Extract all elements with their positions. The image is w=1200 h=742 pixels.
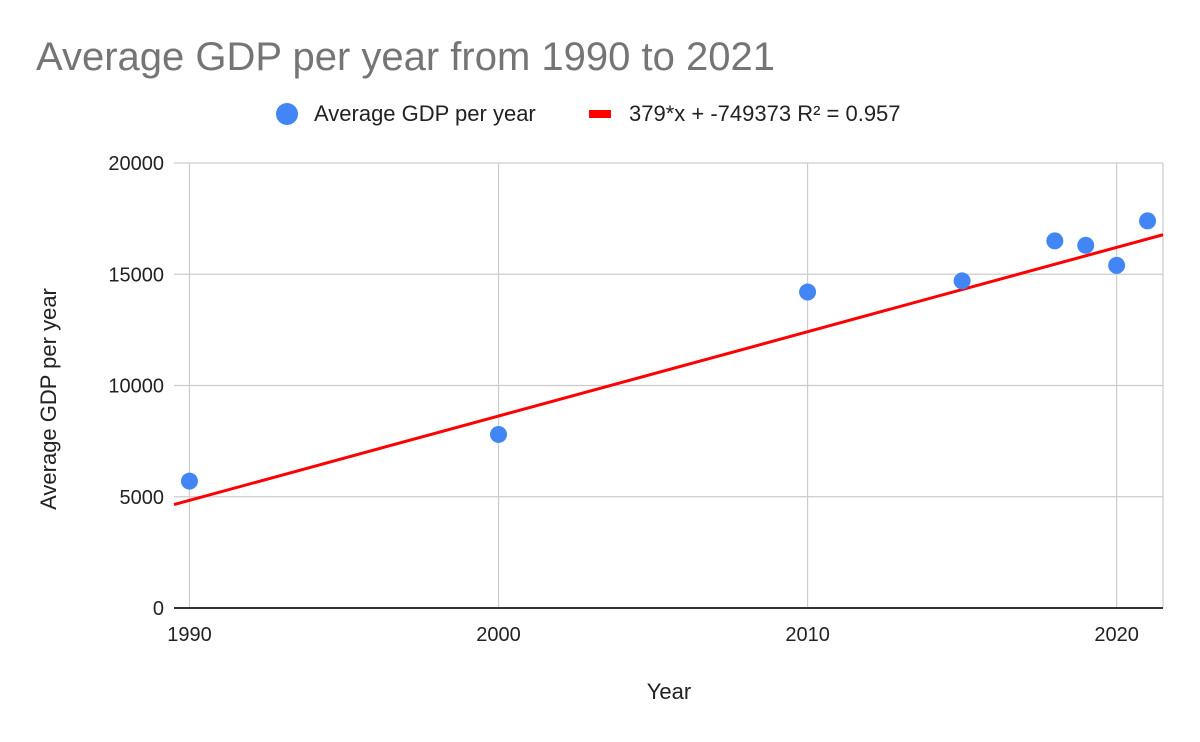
y-tick-label-10000: 10000 bbox=[108, 376, 164, 398]
trendline bbox=[173, 233, 1164, 507]
data-point-2015[interactable] bbox=[953, 272, 971, 290]
data-point-2019[interactable] bbox=[1077, 236, 1095, 254]
data-points bbox=[180, 212, 1157, 490]
x-axis-title: Year bbox=[647, 679, 691, 704]
y-tick-label-0: 0 bbox=[153, 598, 164, 620]
x-tick-label-1990: 1990 bbox=[167, 624, 212, 646]
legend-marker-series bbox=[276, 103, 298, 125]
x-tick-label-2010: 2010 bbox=[785, 624, 830, 646]
data-point-2000[interactable] bbox=[490, 425, 508, 443]
data-point-2018[interactable] bbox=[1046, 232, 1064, 250]
data-point-1990[interactable] bbox=[180, 472, 198, 490]
y-tick-label-5000: 5000 bbox=[120, 487, 165, 509]
data-point-2021[interactable] bbox=[1139, 212, 1157, 230]
trendline-layer bbox=[173, 233, 1164, 507]
chart-title: Average GDP per year from 1990 to 2021 bbox=[36, 35, 775, 79]
legend-label-trendline: 379*x + -749373 R² = 0.957 bbox=[629, 101, 901, 126]
x-tick-label-2000: 2000 bbox=[476, 624, 521, 646]
legend-label-series: Average GDP per year bbox=[314, 101, 536, 126]
gridlines bbox=[174, 162, 1164, 609]
tick-labels: 0 5000 10000 15000 20000 1990 2000 2010 2020 bbox=[108, 153, 1139, 646]
data-point-2010[interactable] bbox=[799, 283, 817, 301]
y-tick-label-15000: 15000 bbox=[108, 264, 164, 286]
y-tick-label-20000: 20000 bbox=[108, 153, 164, 175]
y-axis-title: Average GDP per year bbox=[36, 288, 61, 510]
data-point-2020[interactable] bbox=[1108, 256, 1126, 274]
legend: Average GDP per year 379*x + -749373 R² … bbox=[276, 101, 901, 126]
x-tick-label-2020: 2020 bbox=[1094, 624, 1139, 646]
legend-marker-trendline bbox=[589, 110, 611, 118]
